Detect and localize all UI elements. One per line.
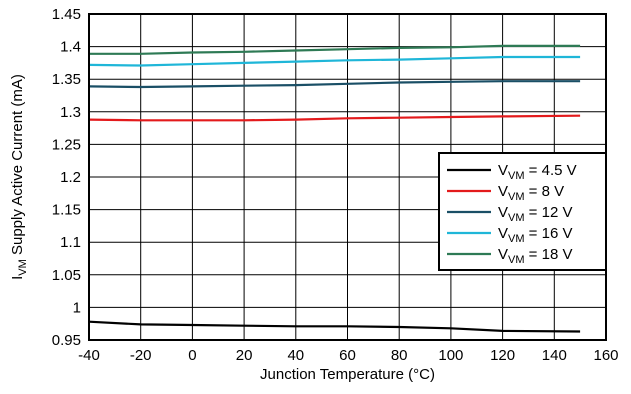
y-tick-label: 1.3 <box>60 104 81 121</box>
x-tick-label: 40 <box>287 347 304 364</box>
x-tick-label: 20 <box>236 347 253 364</box>
x-tick-label: 140 <box>542 347 567 364</box>
x-axis-label: Junction Temperature (°C) <box>260 366 435 383</box>
y-tick-label: 1.05 <box>52 267 81 284</box>
series-line-3 <box>88 80 581 89</box>
series-line-1 <box>88 320 581 333</box>
x-tick-label: -40 <box>78 347 100 364</box>
x-tick-label: 80 <box>391 347 408 364</box>
series-line-4 <box>88 55 581 67</box>
y-axis-label: IVM Supply Active Current (mA) <box>9 74 29 280</box>
x-tick-label: 120 <box>490 347 515 364</box>
series-line-5 <box>89 44 581 55</box>
series-line-2 <box>88 114 581 122</box>
x-tick-label: 0 <box>188 347 196 364</box>
y-tick-label: 1.1 <box>60 234 81 251</box>
y-tick-label: 1.25 <box>52 136 81 153</box>
legend-label: VVM = 16 V <box>498 225 572 245</box>
legend-label: VVM = 4.5 V <box>498 162 577 182</box>
x-tick-label: 160 <box>593 347 618 364</box>
x-tick-labels: -40 -20 0 20 40 60 80 100 120 140 160 <box>78 347 618 364</box>
legend-label: VVM = 12 V <box>498 204 572 224</box>
y-tick-label: 0.95 <box>52 332 81 349</box>
legend-label: VVM = 8 V <box>498 183 564 203</box>
y-tick-label: 1 <box>73 299 81 316</box>
x-tick-label: -20 <box>130 347 152 364</box>
y-tick-labels: 0.95 1 1.05 1.1 1.15 1.2 1.25 1.3 1.35 1.4 1.45 <box>52 6 81 349</box>
x-tick-label: 100 <box>438 347 463 364</box>
y-tick-label: 1.15 <box>52 202 81 219</box>
legend-label: VVM = 18 V <box>498 246 572 266</box>
y-tick-label: 1.2 <box>60 169 81 186</box>
y-tick-label: 1.4 <box>60 39 81 56</box>
x-tick-label: 60 <box>339 347 356 364</box>
y-tick-label: 1.45 <box>52 6 81 23</box>
y-tick-label: 1.35 <box>52 71 81 88</box>
series-lines <box>88 44 581 333</box>
